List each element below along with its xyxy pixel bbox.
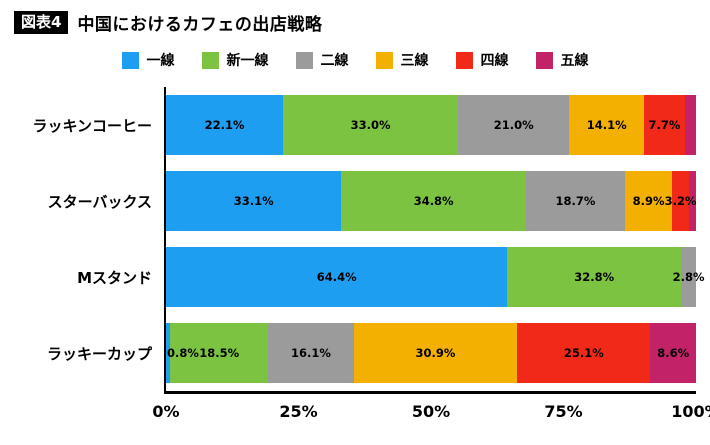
bar-segment-一線: 22.1% [166,95,284,155]
segment-label: 25.1% [563,346,604,360]
bar-segment-五線: 8.6% [650,323,696,383]
bar-segment-新一線: 18.5% [170,323,269,383]
legend-item-新一線: 新一線 [201,50,269,70]
legend-item-三線: 三線 [375,50,429,70]
bar-segment-一線: 64.4% [166,247,508,307]
segment-label: 14.1% [586,118,627,132]
bar-row: 33.1% 34.8% 18.7% 8.9% 3.2% [166,163,697,239]
x-axis: 0% 25% 50% 75% 100% [152,394,710,426]
category-labels-column: ラッキンコーヒースターバックス Mスタンドラッキーカップ [14,87,164,394]
segment-label: 2.8% [672,270,705,284]
legend-swatch [121,51,139,69]
segment-label: 33.1% [233,194,274,208]
segment-label: 32.8% [574,270,615,284]
category-label: ラッキンコーヒー [32,116,152,135]
segment-label: 30.9% [415,346,456,360]
bar-segment-一線: 0.8% [166,323,199,383]
bar-segment-三線: 14.1% [569,95,645,155]
legend-swatch [535,51,553,69]
x-tick-label: 100% [671,402,710,421]
stacked-bar: 22.1% 33.0% 21.0% 14.1% 7.7% [166,95,696,155]
bar-segment-二線: 2.8% [673,247,705,307]
segment-label: 33.0% [350,118,391,132]
segment-label: 8.9% [632,194,665,208]
segment-label: 8.6% [657,346,690,360]
legend-label: 二線 [320,53,349,69]
legend-label: 一線 [146,53,175,69]
segment-label: 0.8% [167,346,199,360]
bar-segment-一線: 33.1% [166,171,342,231]
segment-label: 21.0% [493,118,534,132]
stacked-bar: 64.4% 32.8% 2.8% [166,247,705,307]
bar-segment-二線: 18.7% [525,171,625,231]
segment-label: 22.1% [204,118,245,132]
bar-segment-二線: 16.1% [268,323,354,383]
legend-label: 五線 [560,53,589,69]
bar-row: 64.4% 32.8% 2.8% [166,239,705,315]
legend: 一線 新一線 二線 三線 四線 五線 [14,49,696,71]
stacked-bar: 0.8% 18.5% 16.1% 30.9% 25.1% 8.6% [166,323,696,383]
legend-item-五線: 五線 [535,50,589,70]
plot-area: 22.1% 33.0% 21.0% 14.1% 7.7% 33.1% 34.8% 18.7% 8… [164,87,705,394]
bar-row: 22.1% 33.0% 21.0% 14.1% 7.7% [166,87,696,163]
legend-swatch [295,51,313,69]
segment-label: 18.7% [555,194,596,208]
x-tick-label: 50% [411,402,451,421]
segment-label: 7.7% [648,118,681,132]
legend-swatch [201,51,219,69]
x-tick-label: 25% [279,402,318,421]
legend-label: 四線 [480,53,509,69]
legend-swatch [375,51,393,69]
x-tick-label: 75% [544,402,583,421]
segment-label: 3.2% [664,194,697,208]
legend-item-二線: 二線 [295,50,349,70]
bar-segment-新一線: 32.8% [507,247,682,307]
legend-label: 三線 [400,53,429,69]
segment-label: 18.5% [199,346,240,360]
bar-segment-三線: 8.9% [624,171,673,231]
bar-segment-五線 [689,171,696,231]
legend-label: 新一線 [226,53,269,69]
chart-header: 図表4 中国におけるカフェの出店戦略 [14,10,696,35]
x-tick-label: 0% [152,402,180,421]
bar-segment-四線: 25.1% [517,323,651,383]
category-label: Mスタンド [77,268,152,287]
segment-label: 34.8% [413,194,454,208]
plot-area-wrap: ラッキンコーヒースターバックス Mスタンドラッキーカップ 22.1% 33.0% 21… [14,87,705,394]
chart-title: 中国におけるカフェの出店戦略 [77,15,323,35]
stacked-bar: 33.1% 34.8% 18.7% 8.9% 3.2% [166,171,697,231]
bar-segment-三線: 30.9% [353,323,518,383]
bar-segment-新一線: 33.0% [283,95,459,155]
bar-segment-四線: 3.2% [665,171,697,231]
category-label: スターバックス [47,192,152,211]
bar-segment-新一線: 34.8% [341,171,526,231]
figure-number-badge: 図表4 [14,11,69,34]
segment-label: 64.4% [316,270,357,284]
bar-row: 0.8% 18.5% 16.1% 30.9% 25.1% 8.6% [166,315,696,391]
stacked-bar-chart: ラッキンコーヒースターバックス Mスタンドラッキーカップ 22.1% 33.0% 21… [14,87,710,426]
bar-segment-五線 [684,95,696,155]
legend-swatch [455,51,473,69]
legend-item-一線: 一線 [121,50,175,70]
bar-segment-二線: 21.0% [458,95,570,155]
bar-segment-四線: 7.7% [644,95,685,155]
category-label: ラッキーカップ [46,344,152,363]
segment-label: 16.1% [290,346,331,360]
legend-item-四線: 四線 [455,50,509,70]
